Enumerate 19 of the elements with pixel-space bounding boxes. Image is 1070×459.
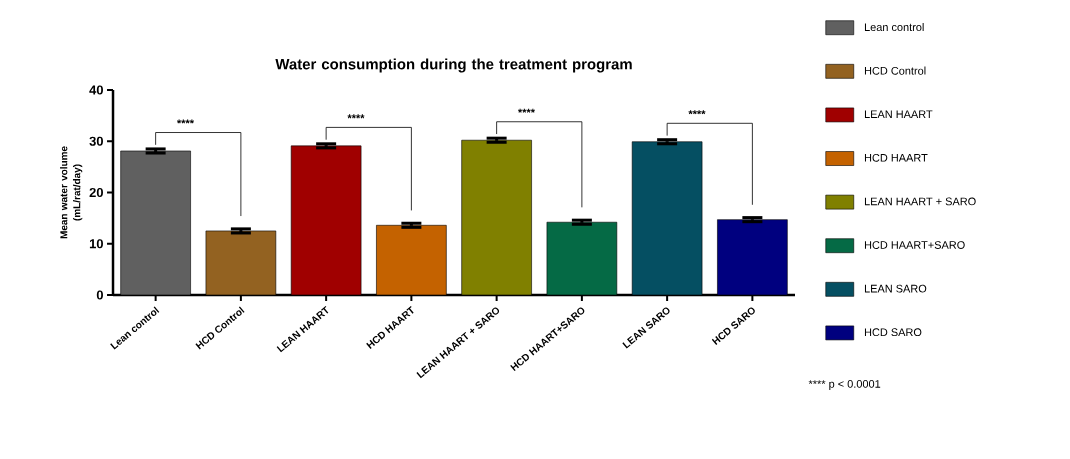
legend-label: LEAN SARO [864,284,927,293]
legend-label: HCD HAART+SARO [864,241,965,249]
legend-label: Lean control [864,23,924,32]
chart-title: Water consumption during the treatment program [275,58,632,73]
y-axis-title: Mean water volume (mL/rat/day) [60,146,83,239]
text: **** p < 0.0001 [808,380,881,390]
y-tick-label: 10 [89,239,103,249]
annotation: **** [688,110,706,115]
legend-label: LEAN HAART + SARO [864,197,976,206]
legend-label: LEAN HAART [864,110,933,118]
y-tick-label: 40 [89,85,103,95]
y-tick-label: 20 [89,187,103,198]
legend-label: HCD Control [864,66,926,75]
annotation: **** [347,114,365,119]
annotation: **** [517,108,535,113]
legend-label: HCD HAART [864,153,928,162]
annotation: **** [176,119,194,124]
y-tick-label: 0 [96,290,103,300]
y-tick-label: 30 [89,136,103,146]
